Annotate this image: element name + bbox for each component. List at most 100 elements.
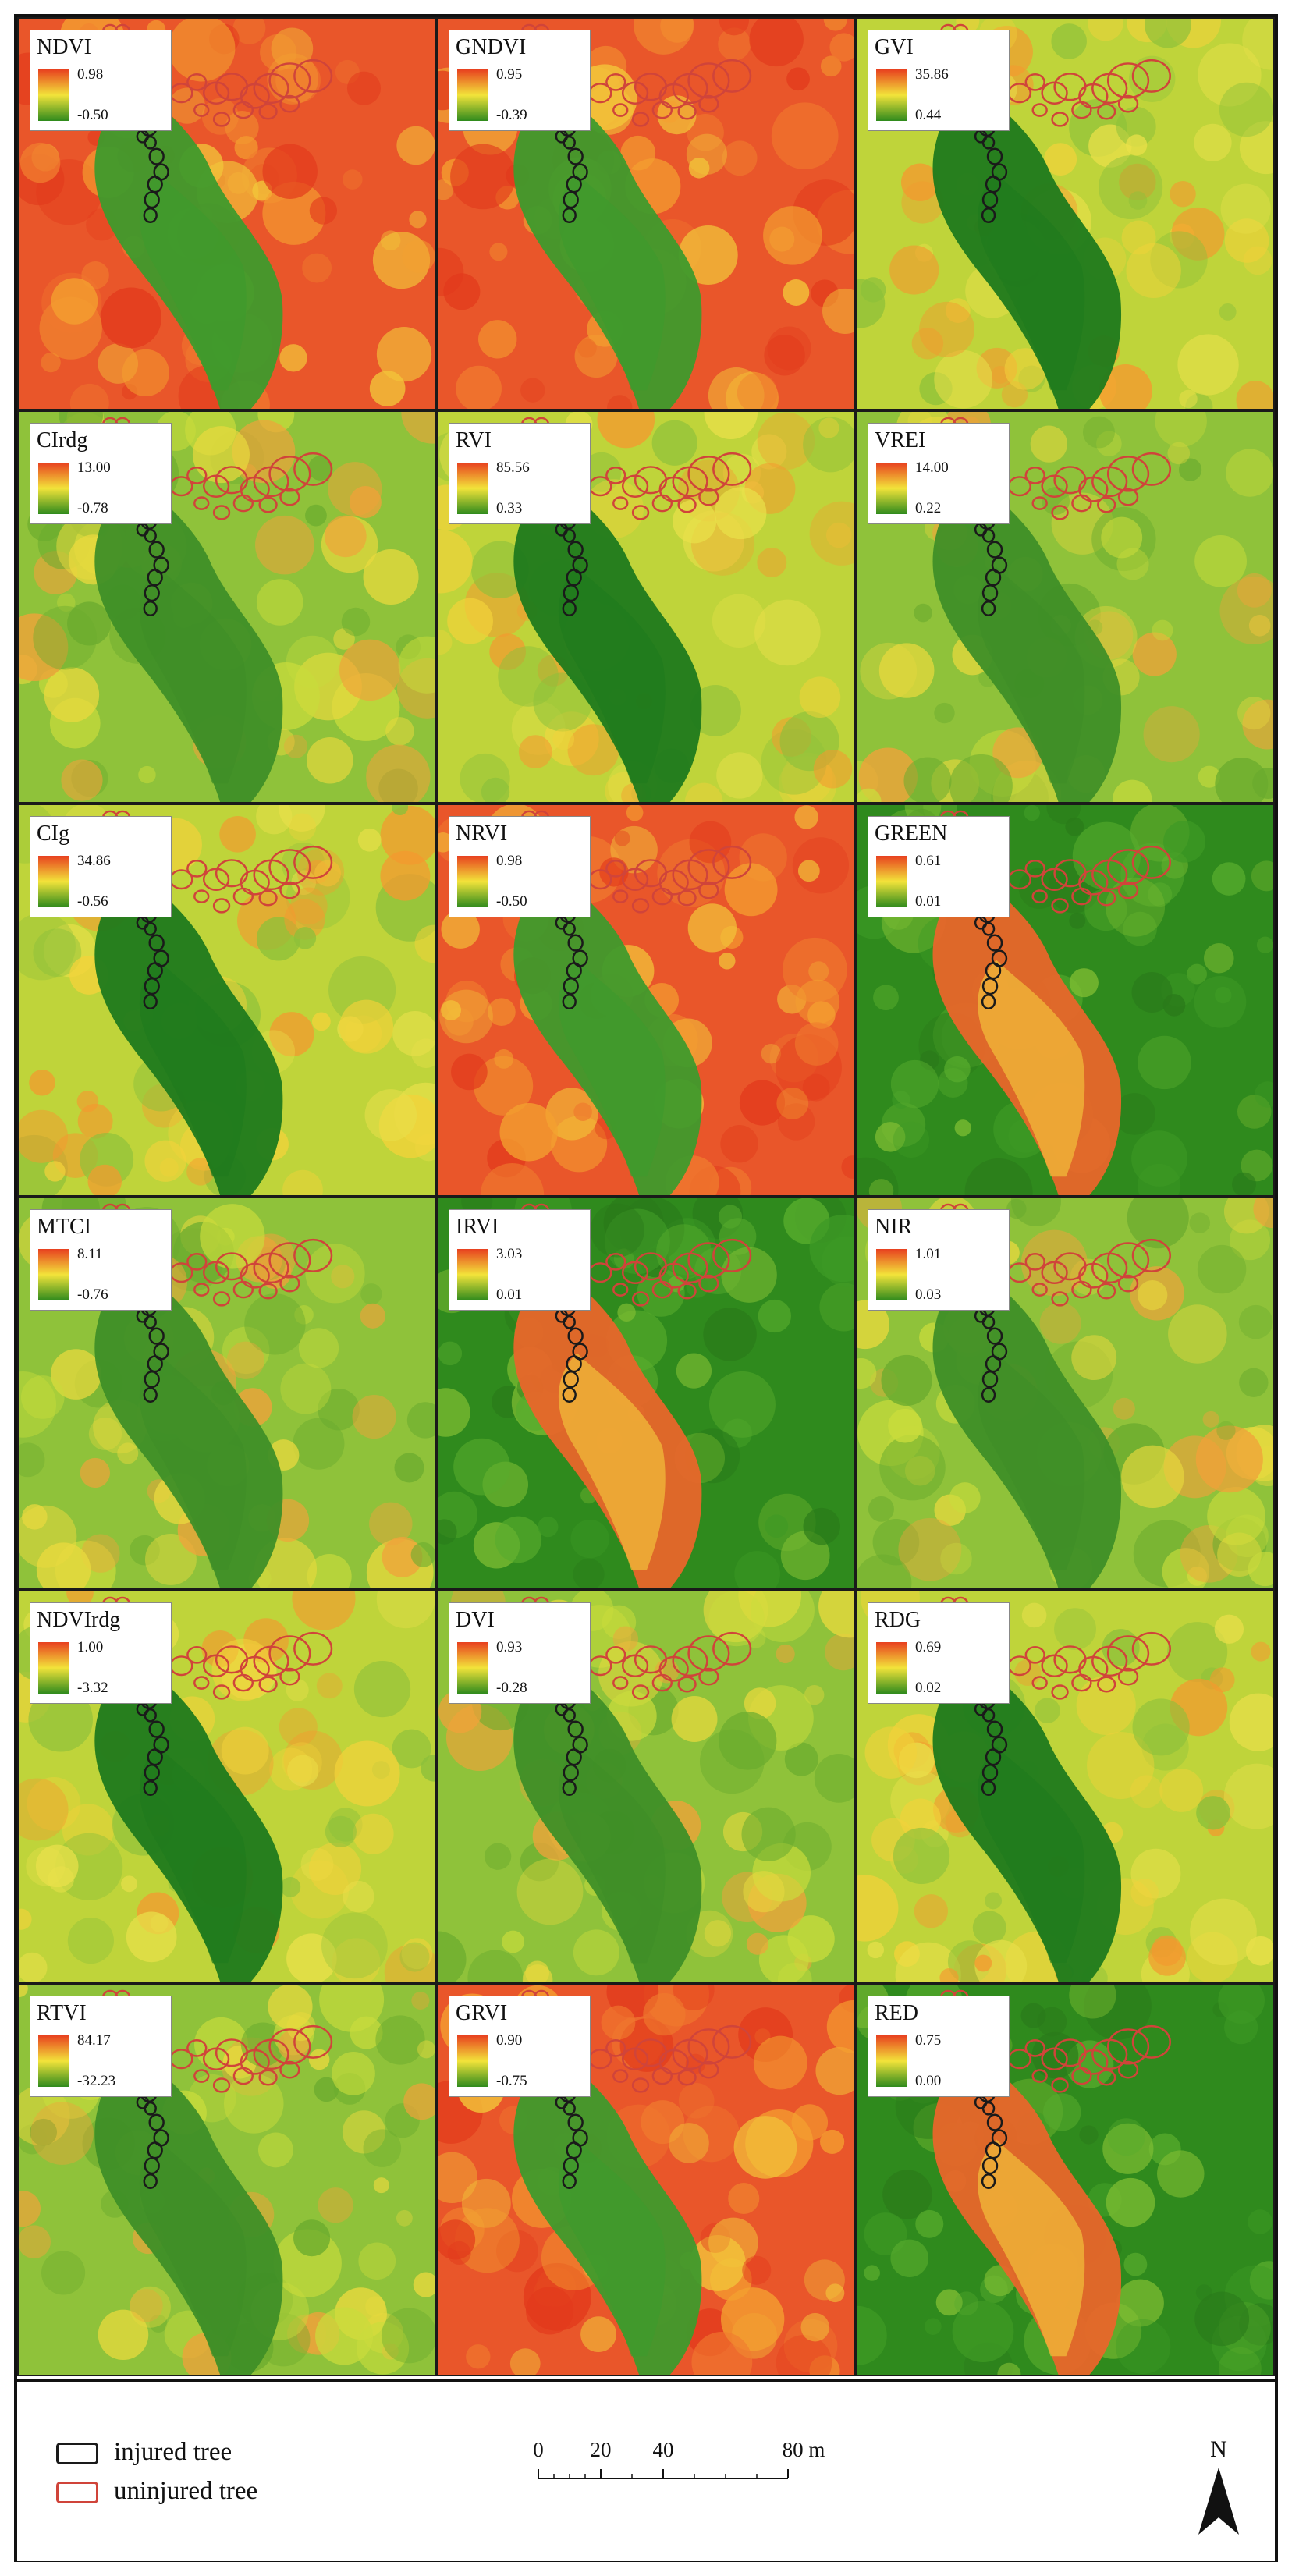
index-legend: GNDVI 0.95 -0.39 bbox=[449, 30, 591, 131]
map-raster bbox=[19, 1591, 435, 1982]
scale-bar: 0 20 40 80 m bbox=[501, 2438, 825, 2485]
color-ramp bbox=[38, 1249, 69, 1300]
ramp-min-value: -0.76 bbox=[77, 1286, 108, 1303]
uninjured-swatch bbox=[56, 2482, 98, 2503]
map-panel-nrvi: NRVI 0.98 -0.50 bbox=[436, 804, 855, 1197]
map-raster bbox=[19, 412, 435, 802]
color-ramp bbox=[457, 2035, 488, 2087]
ramp-max-value: 0.61 bbox=[915, 853, 942, 869]
index-legend: RED 0.75 0.00 bbox=[868, 1996, 1010, 2097]
color-ramp bbox=[876, 1642, 907, 1694]
ramp-min-value: 0.22 bbox=[915, 500, 942, 516]
ramp-min-value: -0.28 bbox=[496, 1680, 527, 1696]
map-panel-nir: NIR 1.01 0.03 bbox=[855, 1197, 1275, 1590]
map-panel-irvi: IRVI 3.03 0.01 bbox=[436, 1197, 855, 1590]
index-name: GVI bbox=[875, 35, 914, 59]
ramp-max-value: 13.00 bbox=[77, 459, 111, 476]
ramp-min-value: -0.75 bbox=[496, 2073, 527, 2089]
ramp-max-value: 14.00 bbox=[915, 459, 949, 476]
map-panel-rvi: RVI 85.56 0.33 bbox=[436, 410, 855, 804]
north-arrow-icon bbox=[1198, 2468, 1239, 2535]
map-raster bbox=[19, 1985, 435, 2375]
ramp-min-value: 0.02 bbox=[915, 1680, 942, 1696]
index-legend: CIg 34.86 -0.56 bbox=[30, 816, 172, 917]
injured-swatch bbox=[56, 2443, 98, 2464]
ramp-max-value: 35.86 bbox=[915, 66, 949, 83]
ramp-min-value: -0.56 bbox=[77, 893, 108, 910]
index-legend: NIR 1.01 0.03 bbox=[868, 1209, 1010, 1311]
map-panel-vrei: VREI 14.00 0.22 bbox=[855, 410, 1275, 804]
index-name: VREI bbox=[875, 428, 926, 452]
index-legend: DVI 0.93 -0.28 bbox=[449, 1602, 591, 1704]
color-ramp bbox=[457, 1642, 488, 1694]
ramp-min-value: 0.00 bbox=[915, 2073, 942, 2089]
ramp-max-value: 84.17 bbox=[77, 2032, 111, 2049]
map-panel-green: GREEN 0.61 0.01 bbox=[855, 804, 1275, 1197]
index-legend: RTVI 84.17 -32.23 bbox=[30, 1996, 172, 2097]
ramp-min-value: 0.03 bbox=[915, 1286, 942, 1303]
color-ramp bbox=[457, 1249, 488, 1300]
ramp-min-value: 0.01 bbox=[915, 893, 942, 910]
index-name: CIrdg bbox=[37, 428, 88, 452]
index-name: GREEN bbox=[875, 821, 948, 846]
ramp-min-value: 0.44 bbox=[915, 107, 942, 123]
map-panel-grvi: GRVI 0.90 -0.75 bbox=[436, 1983, 855, 2376]
index-name: GRVI bbox=[456, 2001, 508, 2025]
index-legend: NDVI 0.98 -0.50 bbox=[30, 30, 172, 131]
map-grid: NDVI 0.98 -0.50 GNDVI 0.95 -0.39 GVI 35.86 0.44 C… bbox=[17, 17, 1275, 2379]
map-panel-gvi: GVI 35.86 0.44 bbox=[855, 17, 1275, 410]
scale-tick-label: 80 m bbox=[782, 2438, 825, 2461]
index-legend: NDVIrdg 1.00 -3.32 bbox=[30, 1602, 172, 1704]
ramp-max-value: 0.90 bbox=[496, 2032, 523, 2049]
scale-tick-label: 40 bbox=[652, 2438, 674, 2461]
index-name: RTVI bbox=[37, 2001, 87, 2025]
index-name: NDVI bbox=[37, 35, 91, 59]
ramp-max-value: 34.86 bbox=[77, 853, 111, 869]
scale-tick-label: 0 bbox=[533, 2438, 544, 2461]
index-legend: CIrdg 13.00 -0.78 bbox=[30, 423, 172, 524]
index-legend: VREI 14.00 0.22 bbox=[868, 423, 1010, 524]
ramp-min-value: -0.78 bbox=[77, 500, 108, 516]
color-ramp bbox=[876, 1249, 907, 1300]
map-panel-dvi: DVI 0.93 -0.28 bbox=[436, 1590, 855, 1983]
north-label: N bbox=[1210, 2436, 1227, 2462]
color-ramp bbox=[876, 463, 907, 514]
index-legend: RDG 0.69 0.02 bbox=[868, 1602, 1010, 1704]
color-ramp bbox=[38, 463, 69, 514]
index-legend: RVI 85.56 0.33 bbox=[449, 423, 591, 524]
ramp-max-value: 0.98 bbox=[77, 66, 104, 83]
index-name: MTCI bbox=[37, 1215, 91, 1239]
map-panel-cirdg: CIrdg 13.00 -0.78 bbox=[17, 410, 436, 804]
scale-tick-label: 20 bbox=[590, 2438, 612, 2461]
index-legend: GRVI 0.90 -0.75 bbox=[449, 1996, 591, 2097]
color-ramp bbox=[876, 69, 907, 121]
color-ramp bbox=[38, 69, 69, 121]
ramp-max-value: 0.98 bbox=[496, 853, 523, 869]
figure-frame: NDVI 0.98 -0.50 GNDVI 0.95 -0.39 GVI 35.86 0.44 C… bbox=[14, 14, 1278, 2562]
map-panel-mtci: MTCI 8.11 -0.76 bbox=[17, 1197, 436, 1590]
ramp-min-value: 0.01 bbox=[496, 1286, 523, 1303]
map-raster bbox=[438, 1591, 854, 1982]
map-panel-cig: CIg 34.86 -0.56 bbox=[17, 804, 436, 1197]
index-name: GNDVI bbox=[456, 35, 527, 59]
color-ramp bbox=[38, 1642, 69, 1694]
index-name: NRVI bbox=[456, 821, 508, 846]
index-name: CIg bbox=[37, 821, 69, 846]
color-ramp bbox=[457, 463, 488, 514]
ramp-min-value: -3.32 bbox=[77, 1680, 108, 1696]
uninjured-label: uninjured tree bbox=[114, 2477, 258, 2505]
figure-legend: injured tree uninjured tree 0 20 40 80 m bbox=[17, 2379, 1275, 2561]
ramp-max-value: 1.01 bbox=[915, 1246, 942, 1262]
index-name: IRVI bbox=[456, 1215, 499, 1239]
scale-bar-line bbox=[538, 2469, 789, 2479]
color-ramp bbox=[876, 856, 907, 907]
index-name: NDVIrdg bbox=[37, 1608, 121, 1632]
index-legend: GREEN 0.61 0.01 bbox=[868, 816, 1010, 917]
ramp-min-value: -32.23 bbox=[77, 2073, 116, 2089]
injured-label: injured tree bbox=[114, 2438, 232, 2466]
map-panel-ndvirdg: NDVIrdg 1.00 -3.32 bbox=[17, 1590, 436, 1983]
ramp-max-value: 1.00 bbox=[77, 1639, 104, 1655]
color-ramp bbox=[457, 69, 488, 121]
index-name: RDG bbox=[875, 1608, 921, 1632]
ramp-max-value: 85.56 bbox=[496, 459, 530, 476]
